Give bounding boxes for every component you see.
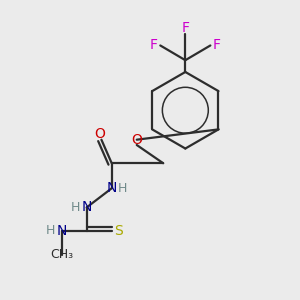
Text: O: O (94, 127, 105, 141)
Text: F: F (181, 21, 189, 35)
Text: H: H (46, 224, 55, 238)
Text: H: H (71, 201, 80, 214)
Text: S: S (114, 224, 123, 238)
Text: N: N (106, 181, 117, 195)
Text: O: O (131, 133, 142, 147)
Text: F: F (213, 38, 221, 52)
Text: F: F (150, 38, 158, 52)
Text: N: N (82, 200, 92, 214)
Text: N: N (56, 224, 67, 238)
Text: CH₃: CH₃ (50, 248, 73, 261)
Text: H: H (118, 182, 128, 195)
